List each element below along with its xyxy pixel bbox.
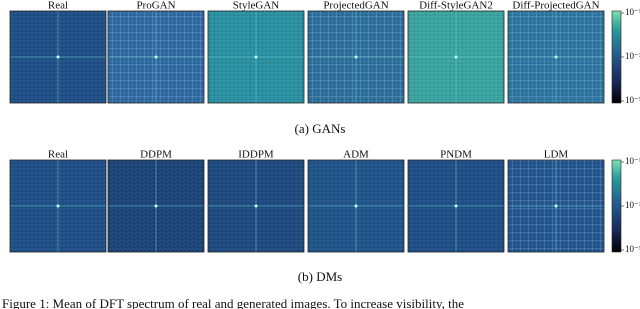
panel-frame xyxy=(507,159,605,253)
spectrum-center xyxy=(354,204,358,208)
panel-title: Diff-StyleGAN2 xyxy=(419,0,493,12)
spectrum-center xyxy=(154,204,158,208)
panel-title: Real xyxy=(48,149,68,161)
panel-title: LDM xyxy=(544,149,569,161)
colorbar xyxy=(611,10,622,104)
spectrum-center xyxy=(56,55,60,59)
colorbar-label: 10⁻¹ xyxy=(625,156,640,166)
spectrum-center xyxy=(56,204,60,208)
panel-title: StyleGAN xyxy=(233,0,280,12)
spectrum-center xyxy=(454,55,458,59)
panel-frame xyxy=(307,159,405,253)
panel-frame xyxy=(407,10,505,104)
panel-frame xyxy=(9,10,107,104)
panel-title: Diff-ProjectedGAN xyxy=(512,0,599,12)
figure-caption: Figure 1: Mean of DFT spectrum of real a… xyxy=(2,296,464,309)
panel-title: ADM xyxy=(343,149,369,161)
spectrum-center xyxy=(154,55,158,59)
panel-frame xyxy=(207,159,305,253)
subfigure-caption: (b) DMs xyxy=(298,269,342,284)
colorbar-label: 10⁻⁵ xyxy=(625,95,640,105)
panel-frame xyxy=(407,159,505,253)
panel-frame xyxy=(507,10,605,104)
panel-title: IDDPM xyxy=(238,149,274,161)
colorbar-label: 10⁻³ xyxy=(625,200,640,210)
spectrum-center xyxy=(254,55,258,59)
colorbar xyxy=(611,159,622,253)
subfigure-caption: (a) GANs xyxy=(295,121,346,136)
panel-title: PNDM xyxy=(440,149,472,161)
colorbar-label: 10⁻¹ xyxy=(625,7,640,17)
panel-title: ProjectedGAN xyxy=(323,0,388,12)
spectrum-center xyxy=(554,204,558,208)
panel-title: Real xyxy=(48,0,68,12)
panel-frame xyxy=(307,10,405,104)
panel-frame xyxy=(9,159,107,253)
panel-frame xyxy=(107,10,205,104)
spectrum-center xyxy=(254,204,258,208)
colorbar-label: 10⁻⁵ xyxy=(625,244,640,254)
panel-frame xyxy=(207,10,305,104)
spectrum-center xyxy=(454,204,458,208)
spectrum-center xyxy=(354,55,358,59)
spectrum-center xyxy=(554,55,558,59)
panel-title: DDPM xyxy=(140,149,172,161)
panel-title: ProGAN xyxy=(136,0,175,12)
colorbar-label: 10⁻³ xyxy=(625,51,640,61)
panel-frame xyxy=(107,159,205,253)
